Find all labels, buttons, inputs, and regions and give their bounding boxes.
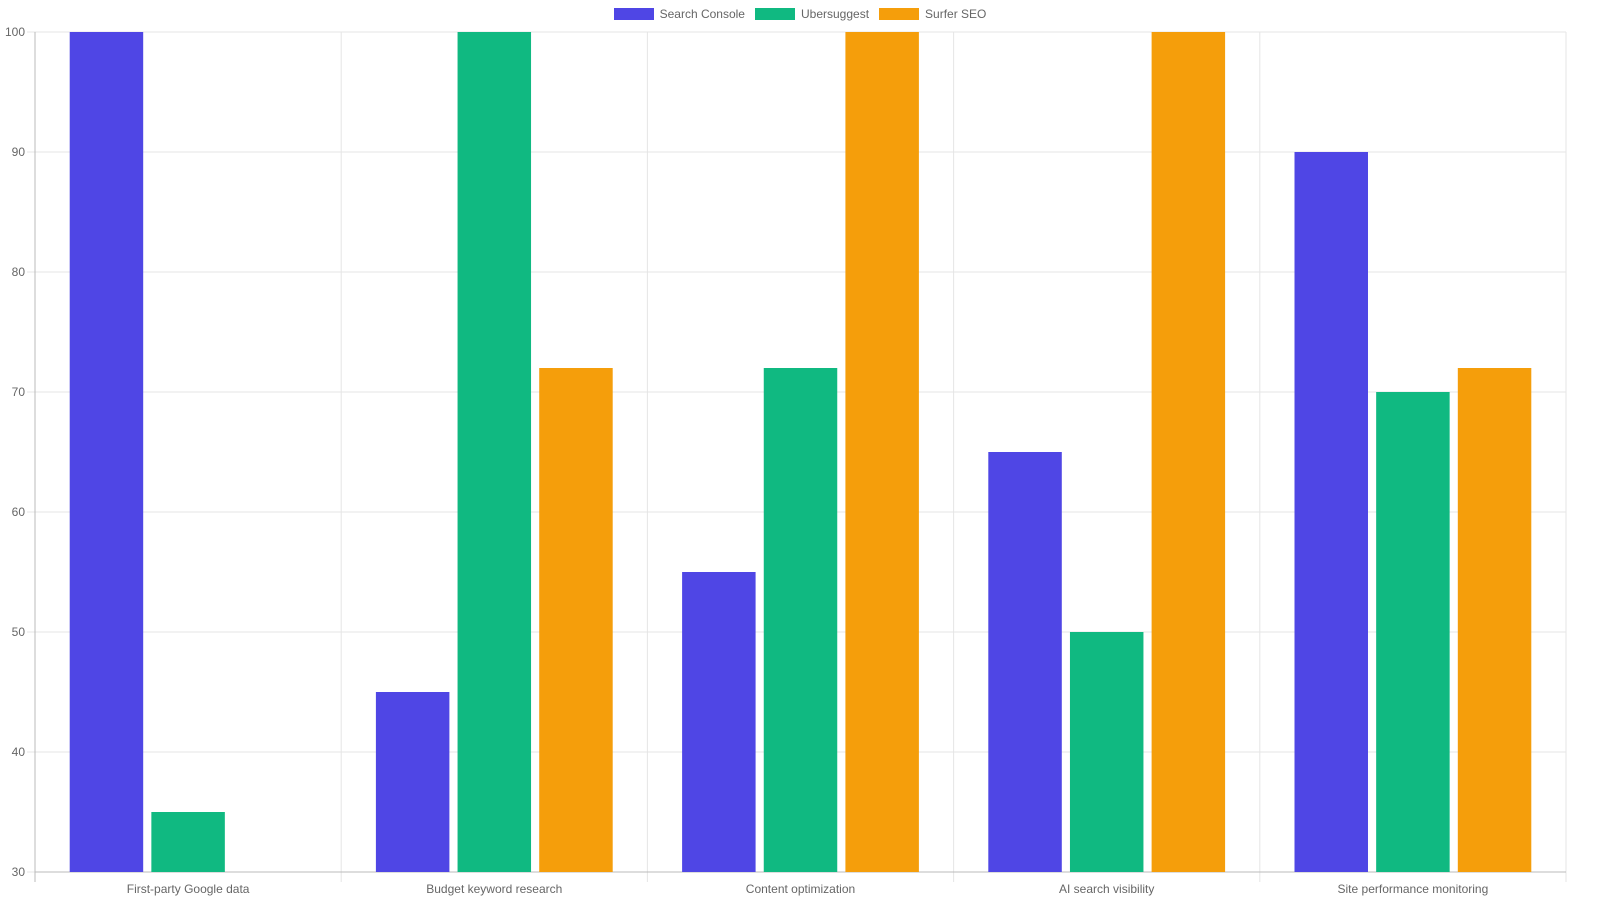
bar-ubersuggest[interactable] <box>1376 392 1450 872</box>
legend-swatch <box>754 8 795 20</box>
x-tick-label: First-party Google data <box>127 882 250 896</box>
bar-ubersuggest[interactable] <box>1069 632 1144 872</box>
legend-item[interactable]: Surfer SEO <box>879 7 986 21</box>
x-tick-label: Budget keyword research <box>426 882 562 896</box>
legend-label: Ubersuggest <box>800 7 870 21</box>
y-tick-label: 70 <box>12 385 26 399</box>
bar-search-console[interactable] <box>988 452 1062 872</box>
bar-surfer-seo[interactable] <box>1151 32 1226 872</box>
bar-surfer-seo[interactable] <box>845 32 919 872</box>
x-tick-label: Content optimization <box>746 882 855 896</box>
bar-ubersuggest[interactable] <box>763 368 838 872</box>
y-tick-label: 50 <box>12 625 26 639</box>
bar-search-console[interactable] <box>69 32 144 872</box>
y-tick-label: 30 <box>12 865 26 879</box>
y-tick-label: 100 <box>5 25 25 39</box>
legend-swatch <box>613 8 654 20</box>
bar-surfer-seo[interactable] <box>539 368 613 872</box>
x-tick-label: AI search visibility <box>1059 882 1154 896</box>
bar-ubersuggest[interactable] <box>151 812 225 872</box>
x-tick-label: Site performance monitoring <box>1338 882 1489 896</box>
bar-search-console[interactable] <box>682 572 756 872</box>
y-tick-label: 60 <box>12 505 26 519</box>
y-tick-label: 80 <box>12 265 26 279</box>
legend-label: Search Console <box>659 7 745 21</box>
legend-item[interactable]: Search Console <box>613 7 745 21</box>
chart-legend: Search Console Ubersuggest Surfer SEO <box>0 7 1600 21</box>
y-tick-label: 40 <box>12 745 26 759</box>
legend-label: Surfer SEO <box>925 7 987 21</box>
legend-swatch <box>879 8 920 20</box>
bar-surfer-seo[interactable] <box>1457 368 1532 872</box>
bar-search-console[interactable] <box>375 692 450 872</box>
legend-item[interactable]: Ubersuggest <box>754 7 870 21</box>
bar-ubersuggest[interactable] <box>457 32 532 872</box>
y-tick-label: 90 <box>12 145 26 159</box>
bar-search-console[interactable] <box>1294 152 1368 872</box>
